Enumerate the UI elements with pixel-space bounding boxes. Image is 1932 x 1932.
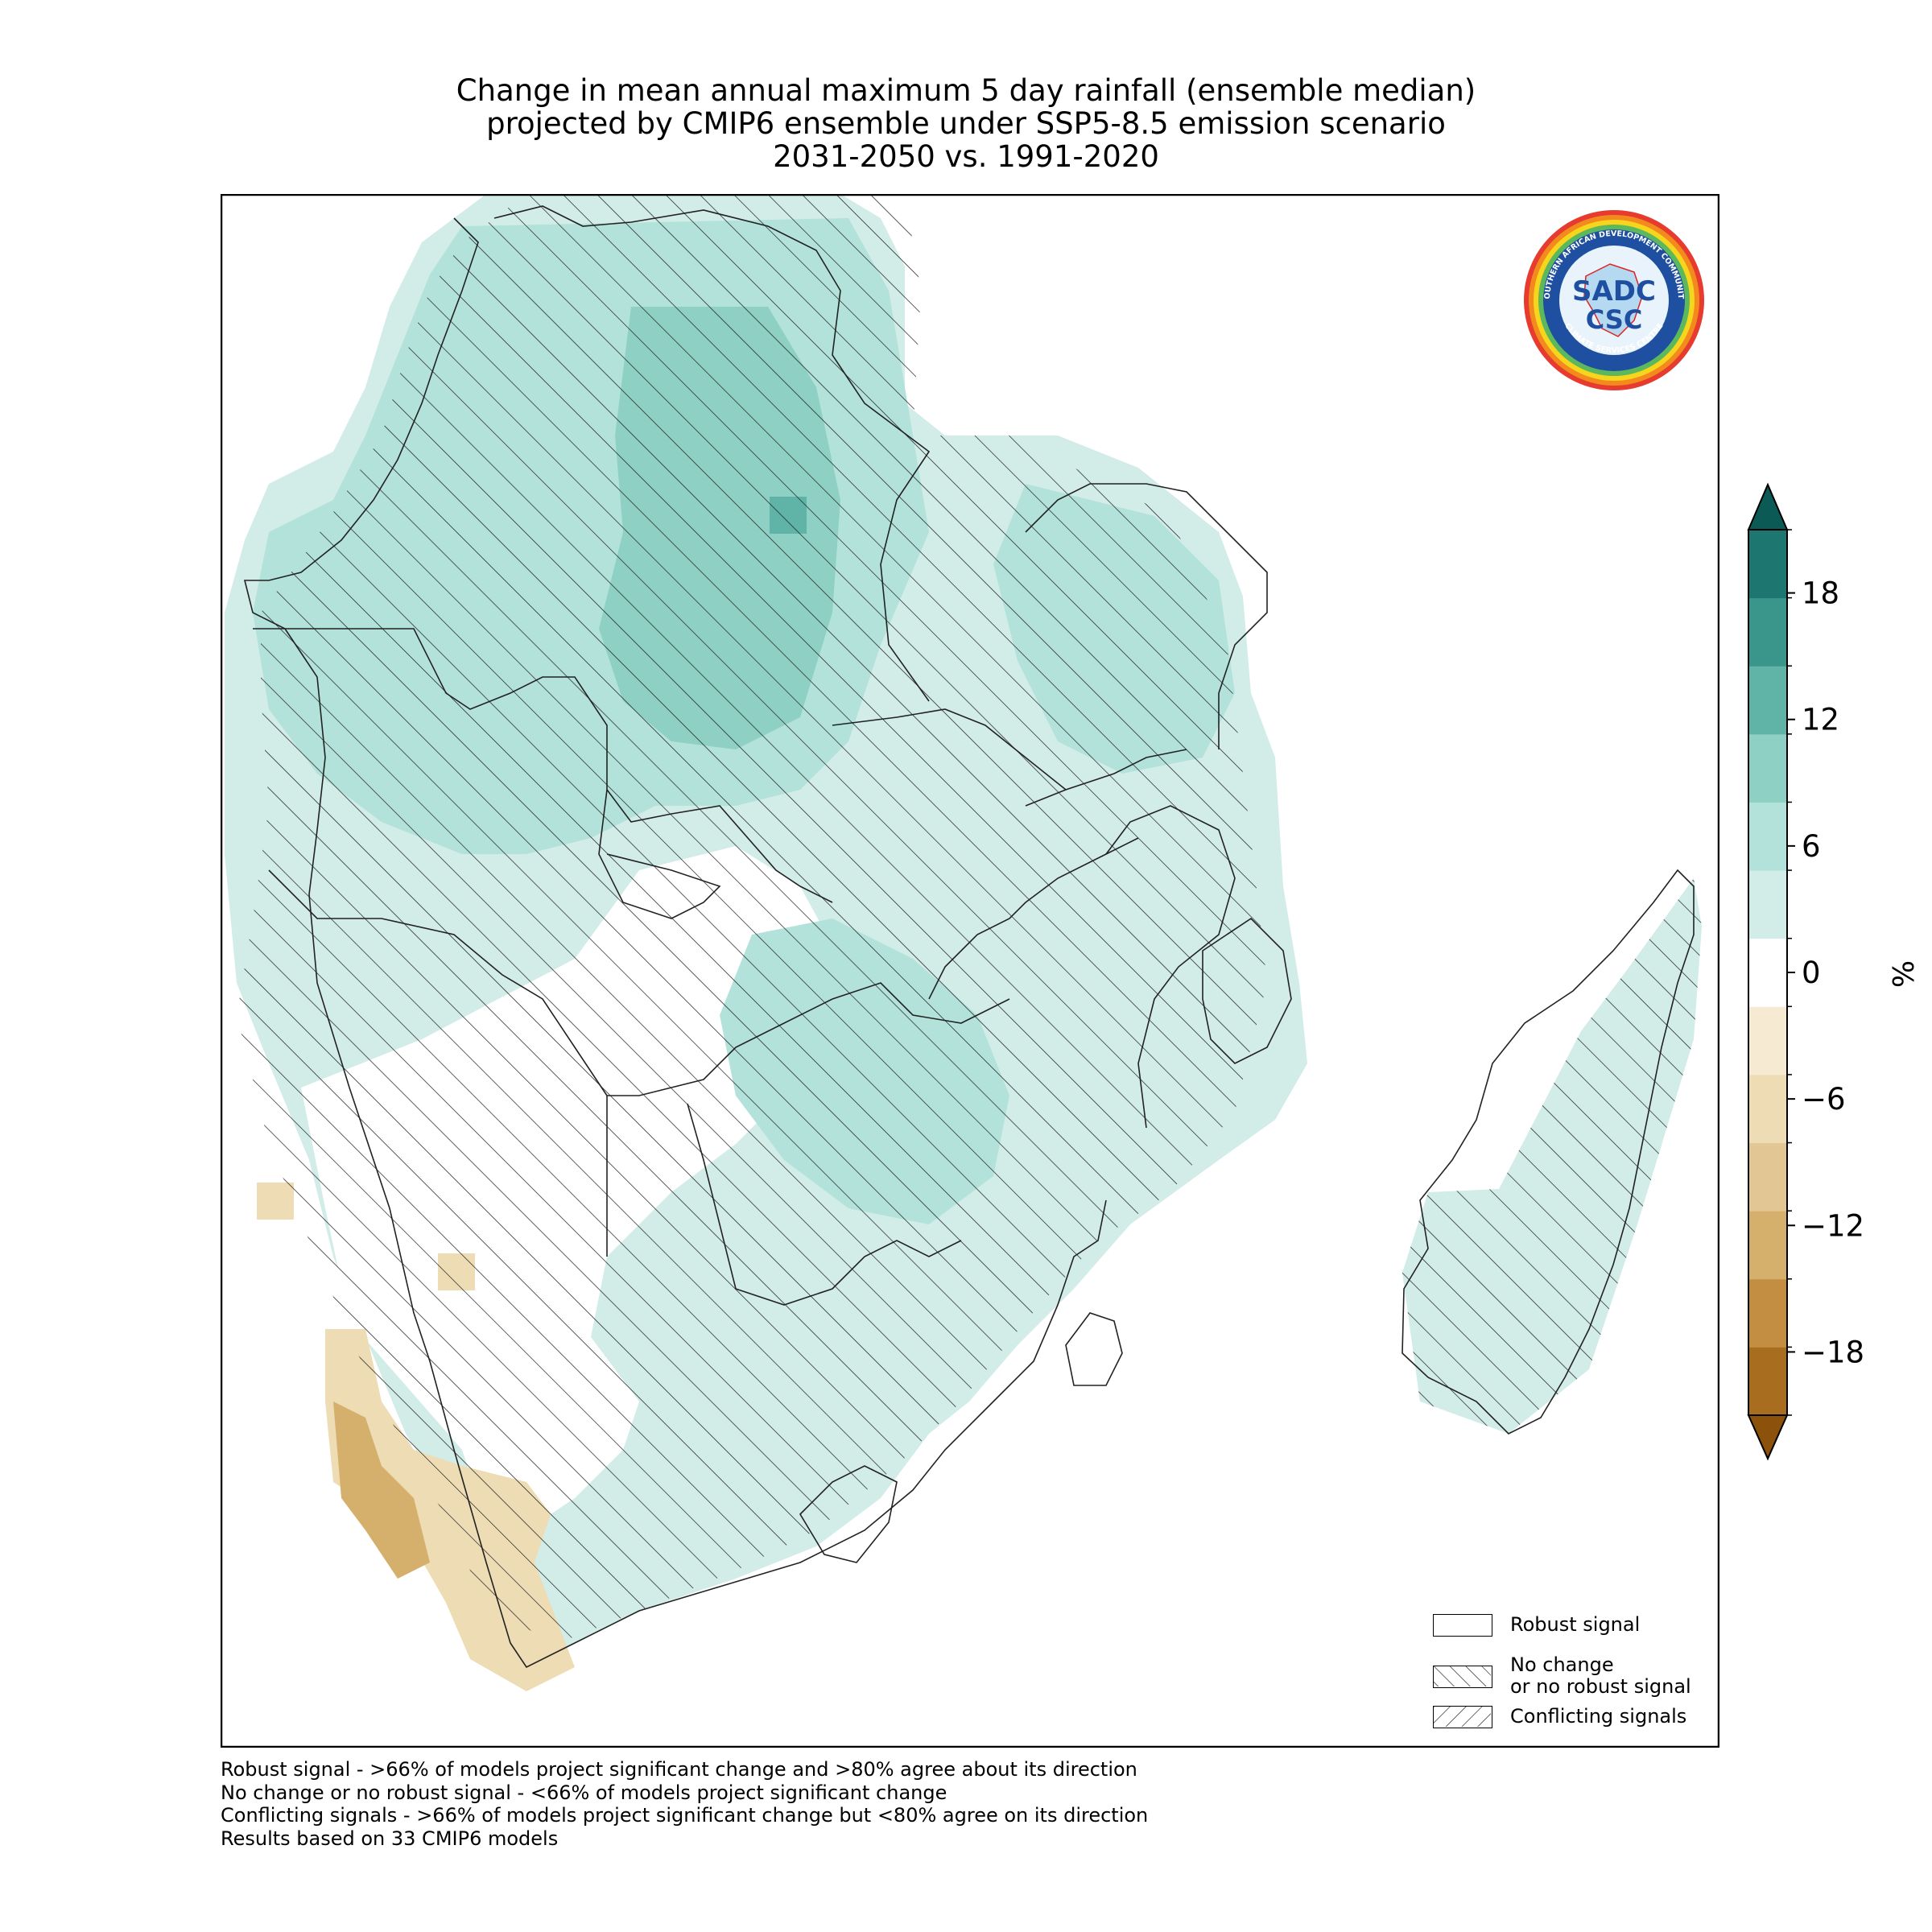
colorbar-segment: [1748, 802, 1787, 871]
legend-conflicting: Conflicting signals: [1433, 1706, 1686, 1728]
colorbar-segment: [1748, 1211, 1787, 1280]
map-panel: [221, 194, 1719, 1748]
colorbar-tick-label: 12: [1802, 703, 1839, 737]
title-line-3: 2031-2050 vs. 1991-2020: [773, 139, 1159, 174]
legend-label-conflicting: Conflicting signals: [1510, 1705, 1687, 1728]
legend-swatch-conflicting: [1433, 1706, 1492, 1728]
colorbar-segment: [1748, 666, 1787, 735]
colorbar-segment: [1748, 1142, 1787, 1212]
legend-label-robust: Robust signal: [1510, 1613, 1641, 1636]
footnote-2: No change or no robust signal - <66% of …: [221, 1781, 947, 1804]
footnotes: Robust signal - >66% of models project s…: [221, 1758, 1148, 1850]
colorbar-tick-label: −12: [1802, 1208, 1864, 1243]
colorbar-ticks: 18 12 6 0 −6 −12 −18: [1787, 529, 1864, 1416]
title-line-2: projected by CMIP6 ensemble under SSP5-8…: [486, 106, 1446, 141]
colorbar-tick-label: 0: [1802, 956, 1821, 990]
colorbar: 18 12 6 0 −6 −12 −18 %: [1747, 482, 1921, 1461]
footnote-3: Conflicting signals - >66% of models pro…: [221, 1804, 1149, 1827]
colorbar-segment: [1748, 1006, 1787, 1075]
no-robust-signal-hatch: [237, 194, 1267, 1643]
colorbar-segment: [1748, 733, 1787, 803]
drying-core: [333, 1402, 430, 1579]
footnote-4: Results based on 33 CMIP6 models: [221, 1827, 559, 1850]
legend-robust: Robust signal: [1433, 1614, 1640, 1637]
colorbar-segment: [1748, 938, 1787, 1007]
country-borders: [243, 205, 1292, 1669]
colorbar-tick-label: −18: [1802, 1335, 1864, 1369]
colorbar-tick-label: 6: [1802, 829, 1821, 864]
legend-label-nochange-2: or no robust signal: [1510, 1675, 1691, 1698]
colorbar-tick-label: 18: [1802, 576, 1839, 611]
logo-main-text: SADC: [1572, 275, 1656, 308]
colorbar-extend-min: [1747, 1414, 1789, 1461]
legend-nochange: No change or no robust signal: [1433, 1654, 1691, 1698]
footnote-1: Robust signal - >66% of models project s…: [221, 1758, 1137, 1781]
map-title: Change in mean annual maximum 5 day rain…: [0, 74, 1932, 173]
colorbar-tick-label: −6: [1802, 1082, 1846, 1117]
colorbar-segment: [1748, 870, 1787, 939]
colorbar-label: %: [1888, 960, 1921, 988]
colorbar-segment: [1748, 597, 1787, 667]
colorbar-segment: [1748, 1074, 1787, 1144]
title-line-1: Change in mean annual maximum 5 day rain…: [456, 73, 1476, 108]
sadc-csc-logo: SADC CSC SOUTHERN AFRICAN DEVELOPMENT CO…: [1521, 208, 1704, 390]
colorbar-segments: [1747, 482, 1789, 1461]
colorbar-segment: [1748, 1278, 1787, 1348]
legend-swatch-robust: [1433, 1614, 1492, 1637]
colorbar-segment: [1748, 1347, 1787, 1416]
colorbar-extend-max: [1747, 482, 1789, 530]
colorbar-segment: [1748, 530, 1787, 599]
legend-swatch-nochange: [1433, 1666, 1492, 1688]
hatch-legend: Robust signal No change or no robust sig…: [1433, 1614, 1707, 1739]
madagascar-outline: [1402, 869, 1695, 1435]
madagascar-hatch: [1402, 878, 1702, 1434]
legend-label-nochange-1: No change: [1510, 1653, 1614, 1676]
legend-label-nochange: No change or no robust signal: [1510, 1654, 1691, 1698]
logo-sub-text: CSC: [1586, 304, 1643, 335]
